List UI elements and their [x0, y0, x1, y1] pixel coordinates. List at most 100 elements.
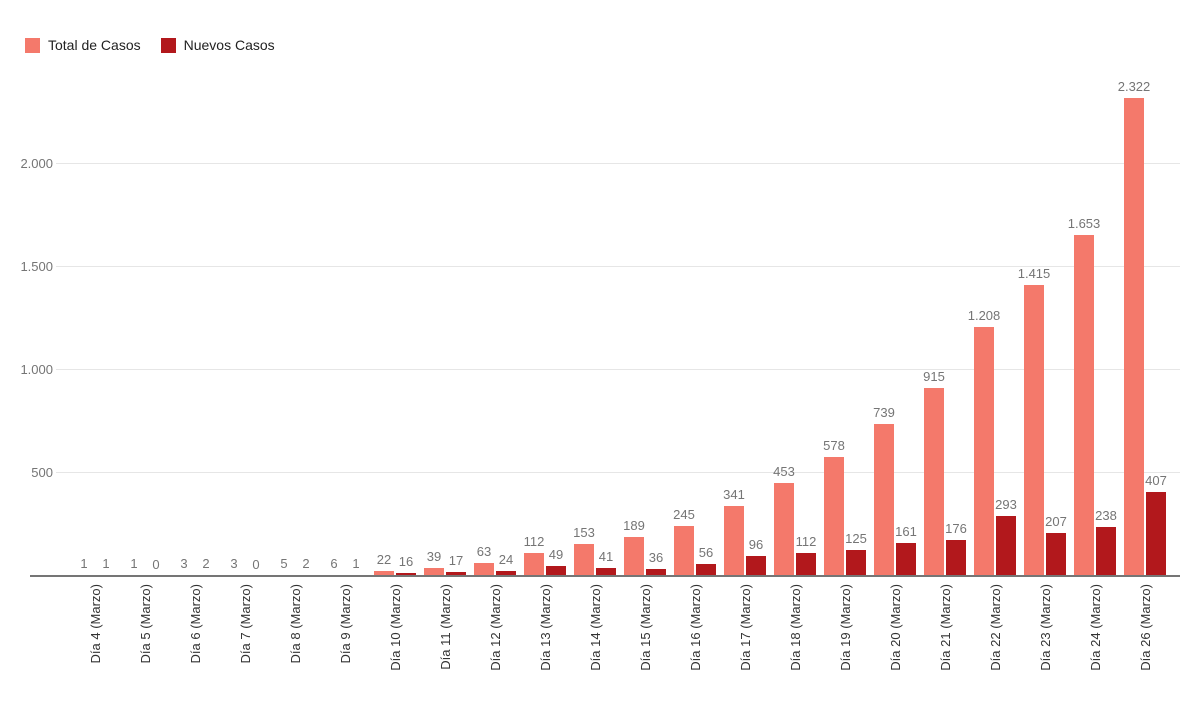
value-label: 22	[376, 552, 392, 567]
x-axis-category: Día 7 (Marzo)	[220, 584, 270, 719]
bars-area: 1 1 1 0 3 2 3 0 5 2 6 1 22 16 39 17 63 24 112 49 153 41 189 36 2…	[70, 60, 1170, 576]
bar-total-de-casos: 739	[873, 405, 895, 576]
value-label: 24	[498, 552, 514, 567]
bar-group: 341 96	[720, 60, 770, 576]
x-axis-category: Día 5 (Marzo)	[120, 584, 170, 719]
plot-area	[30, 0, 1180, 576]
bar-total-de-casos: 2.322	[1118, 79, 1150, 576]
x-axis-label: Día 17 (Marzo)	[737, 584, 753, 671]
x-axis-label: Día 13 (Marzo)	[537, 584, 553, 671]
bar-total-de-casos: 189	[623, 518, 645, 576]
value-label: 17	[448, 553, 464, 568]
x-axis-line	[30, 575, 1180, 577]
x-axis-category: Día 18 (Marzo)	[770, 584, 820, 719]
bar-total-de-casos: 915	[923, 369, 945, 576]
x-axis-category: Día 9 (Marzo)	[320, 584, 370, 719]
value-label: 915	[923, 369, 945, 384]
bar-group: 63 24	[470, 60, 520, 576]
bar-group: 453 112	[770, 60, 820, 576]
value-label: 578	[823, 438, 845, 453]
x-axis-label: Día 24 (Marzo)	[1087, 584, 1103, 671]
bar-total-de-casos: 1.415	[1018, 266, 1050, 576]
bar-group: 112 49	[520, 60, 570, 576]
x-axis-label: Día 15 (Marzo)	[637, 584, 653, 671]
x-axis-label: Día 6 (Marzo)	[187, 584, 203, 664]
value-label: 0	[152, 557, 160, 572]
x-axis-label: Día 22 (Marzo)	[987, 584, 1003, 671]
value-label: 1.653	[1067, 216, 1101, 231]
value-label: 1.208	[967, 308, 1001, 323]
bar-nuevos-casos: 96	[746, 537, 766, 576]
gridline	[30, 369, 1180, 370]
x-axis-category: Día 17 (Marzo)	[720, 584, 770, 719]
x-axis-category: Día 26 (Marzo)	[1120, 584, 1170, 719]
bar-nuevos-casos: 24	[496, 552, 516, 576]
value-label: 238	[1095, 508, 1117, 523]
x-axis-label: Día 20 (Marzo)	[887, 584, 903, 671]
legend-label-total: Total de Casos	[48, 37, 141, 53]
x-axis-label: Día 5 (Marzo)	[137, 584, 153, 664]
legend-item-nuevos-casos: Nuevos Casos	[160, 37, 275, 53]
x-axis-label: Día 23 (Marzo)	[1037, 584, 1053, 671]
x-axis-labels: Día 4 (Marzo) Día 5 (Marzo) Día 6 (Marzo) D…	[70, 584, 1170, 719]
y-axis-tick-label: 1.500	[14, 259, 56, 275]
x-axis-category: Día 4 (Marzo)	[70, 584, 120, 719]
x-axis-label: Día 19 (Marzo)	[837, 584, 853, 671]
bar-total-de-casos: 578	[823, 438, 845, 576]
bar-group: 189 36	[620, 60, 670, 576]
bar-total-de-casos: 1.208	[968, 308, 1000, 576]
x-axis-category: Día 12 (Marzo)	[470, 584, 520, 719]
x-axis-label: Día 16 (Marzo)	[687, 584, 703, 671]
legend-swatch-nuevos	[160, 37, 176, 53]
x-axis-category: Día 14 (Marzo)	[570, 584, 620, 719]
bar-total-de-casos: 1.653	[1068, 216, 1100, 576]
bar-nuevos-casos: 16	[396, 554, 416, 576]
value-label: 739	[873, 405, 895, 420]
bar-nuevos-casos: 36	[646, 550, 666, 576]
bar-nuevos-casos: 56	[696, 545, 716, 576]
bar-group: 245 56	[670, 60, 720, 576]
value-label: 176	[945, 521, 967, 536]
value-label: 39	[426, 549, 442, 564]
x-axis-category: Día 8 (Marzo)	[270, 584, 320, 719]
bar-total-de-casos: 63	[474, 544, 494, 576]
x-axis-label: Día 11 (Marzo)	[437, 584, 453, 670]
bar-group: 915 176	[920, 60, 970, 576]
x-axis-category: Día 24 (Marzo)	[1070, 584, 1120, 719]
x-axis-category: Día 19 (Marzo)	[820, 584, 870, 719]
value-label: 3	[180, 556, 188, 571]
bar-nuevos-casos: 407	[1145, 473, 1167, 576]
x-axis-category: Día 22 (Marzo)	[970, 584, 1020, 719]
legend-label-nuevos: Nuevos Casos	[183, 37, 275, 53]
bar-group: 739 161	[870, 60, 920, 576]
value-label: 63	[476, 544, 492, 559]
bar-total-de-casos: 39	[424, 549, 444, 576]
bar-nuevos-casos: 293	[995, 497, 1017, 576]
y-axis-tick-label: 2.000	[14, 156, 56, 172]
bar-group: 39 17	[420, 60, 470, 576]
bar-nuevos-casos: 125	[845, 531, 867, 576]
x-axis-label: Día 10 (Marzo)	[387, 584, 403, 671]
value-label: 5	[280, 556, 288, 571]
value-label: 1.415	[1017, 266, 1051, 281]
value-label: 16	[398, 554, 414, 569]
value-label: 153	[573, 525, 595, 540]
value-label: 453	[773, 464, 795, 479]
x-axis-label: Día 18 (Marzo)	[787, 584, 803, 671]
x-axis-label: Día 14 (Marzo)	[587, 584, 603, 671]
bar-nuevos-casos: 176	[945, 521, 967, 576]
bar-group: 1.415 207	[1018, 60, 1070, 576]
x-axis-category: Día 21 (Marzo)	[920, 584, 970, 719]
x-axis-label: Día 8 (Marzo)	[287, 584, 303, 664]
value-label: 49	[548, 547, 564, 562]
x-axis-category: Día 23 (Marzo)	[1020, 584, 1070, 719]
value-label: 341	[723, 487, 745, 502]
value-label: 2	[202, 556, 210, 571]
bar-group: 1.208 293	[968, 60, 1020, 576]
